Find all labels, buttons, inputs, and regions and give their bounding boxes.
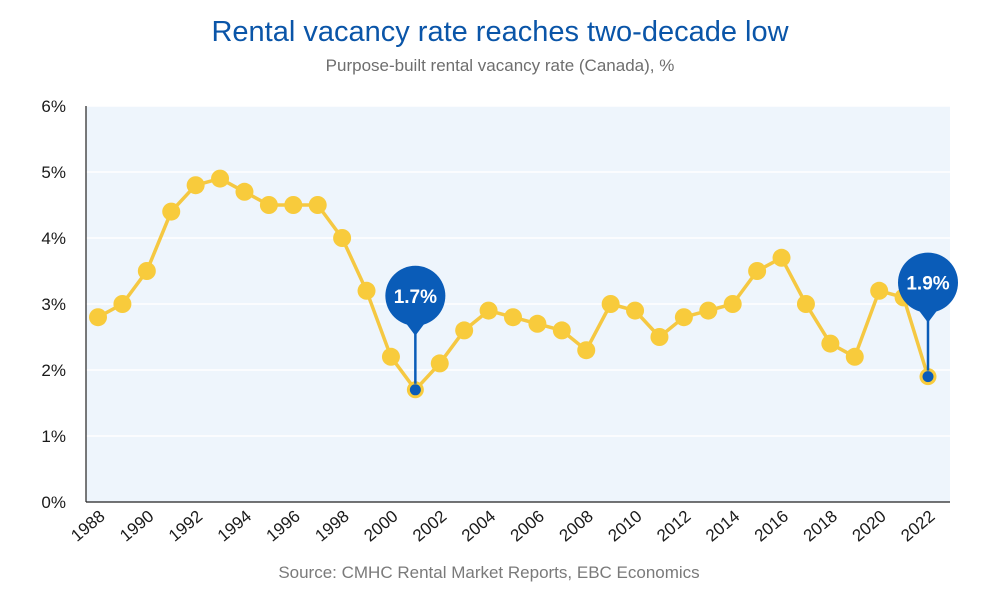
data-point: [89, 308, 107, 327]
chart-title: Rental vacancy rate reaches two-decade l…: [211, 16, 789, 48]
data-point: [381, 347, 400, 366]
data-point: [186, 176, 205, 195]
data-point: [870, 281, 889, 300]
x-tick-label: 2010: [604, 507, 645, 546]
data-point: [504, 308, 522, 327]
x-tick-label: 1998: [311, 507, 352, 546]
x-tick-label: 2006: [507, 507, 548, 546]
data-point-highlight: [922, 371, 934, 383]
x-tick-label: 2004: [458, 507, 499, 546]
source-note: Source: CMHC Rental Market Reports, EBC …: [278, 563, 700, 582]
x-tick-label: 1990: [116, 507, 157, 546]
x-tick-label: 2022: [897, 507, 938, 546]
y-tick-label: 6%: [41, 97, 66, 116]
x-tick-label: 1994: [214, 507, 255, 546]
data-point: [284, 196, 303, 214]
x-tick-label: 2016: [751, 507, 792, 546]
x-tick-label: 1996: [263, 507, 304, 546]
chart-subtitle: Purpose-built rental vacancy rate (Canad…: [325, 56, 675, 75]
x-tick-label: 2018: [800, 507, 841, 546]
data-point-highlight: [409, 384, 421, 396]
data-point: [552, 321, 571, 340]
y-tick-label: 4%: [41, 229, 66, 248]
data-point: [723, 295, 742, 313]
callout-bubble: [898, 252, 958, 313]
data-point: [162, 202, 181, 221]
data-point: [748, 262, 767, 280]
data-point: [430, 354, 449, 373]
y-tick-label: 2%: [41, 361, 66, 380]
data-point: [772, 248, 791, 267]
data-point: [674, 308, 693, 327]
data-point: [113, 295, 132, 313]
data-point: [357, 281, 376, 300]
data-point: [308, 196, 327, 214]
x-tick-label: 1988: [67, 507, 108, 546]
data-point: [211, 169, 230, 188]
data-point: [796, 295, 815, 313]
data-point: [845, 347, 864, 366]
data-point: [577, 341, 596, 360]
data-point: [259, 196, 278, 214]
data-point: [137, 262, 156, 280]
data-point: [601, 295, 620, 313]
y-tick-label: 5%: [41, 163, 66, 182]
x-tick-label: 2008: [556, 507, 597, 546]
y-tick-label: 1%: [41, 427, 66, 446]
x-tick-label: 1992: [165, 507, 206, 546]
x-tick-label: 2020: [849, 507, 890, 546]
x-tick-label: 2000: [360, 507, 401, 546]
x-tick-label: 2012: [653, 507, 694, 546]
data-point: [455, 321, 474, 340]
data-point: [479, 301, 498, 320]
data-point: [333, 229, 352, 247]
data-point: [626, 301, 645, 320]
callout-label: 1.7%: [394, 287, 437, 308]
data-point: [821, 334, 840, 353]
data-point: [528, 314, 547, 333]
callout-label: 1.9%: [906, 274, 949, 295]
y-tick-label: 3%: [41, 295, 66, 314]
x-tick-label: 2002: [409, 507, 450, 546]
callout-bubble: [385, 265, 446, 326]
data-point: [650, 328, 669, 346]
x-tick-label: 2014: [702, 507, 743, 546]
y-tick-label: 0%: [41, 493, 66, 512]
data-point: [235, 182, 254, 201]
data-point: [699, 301, 718, 320]
